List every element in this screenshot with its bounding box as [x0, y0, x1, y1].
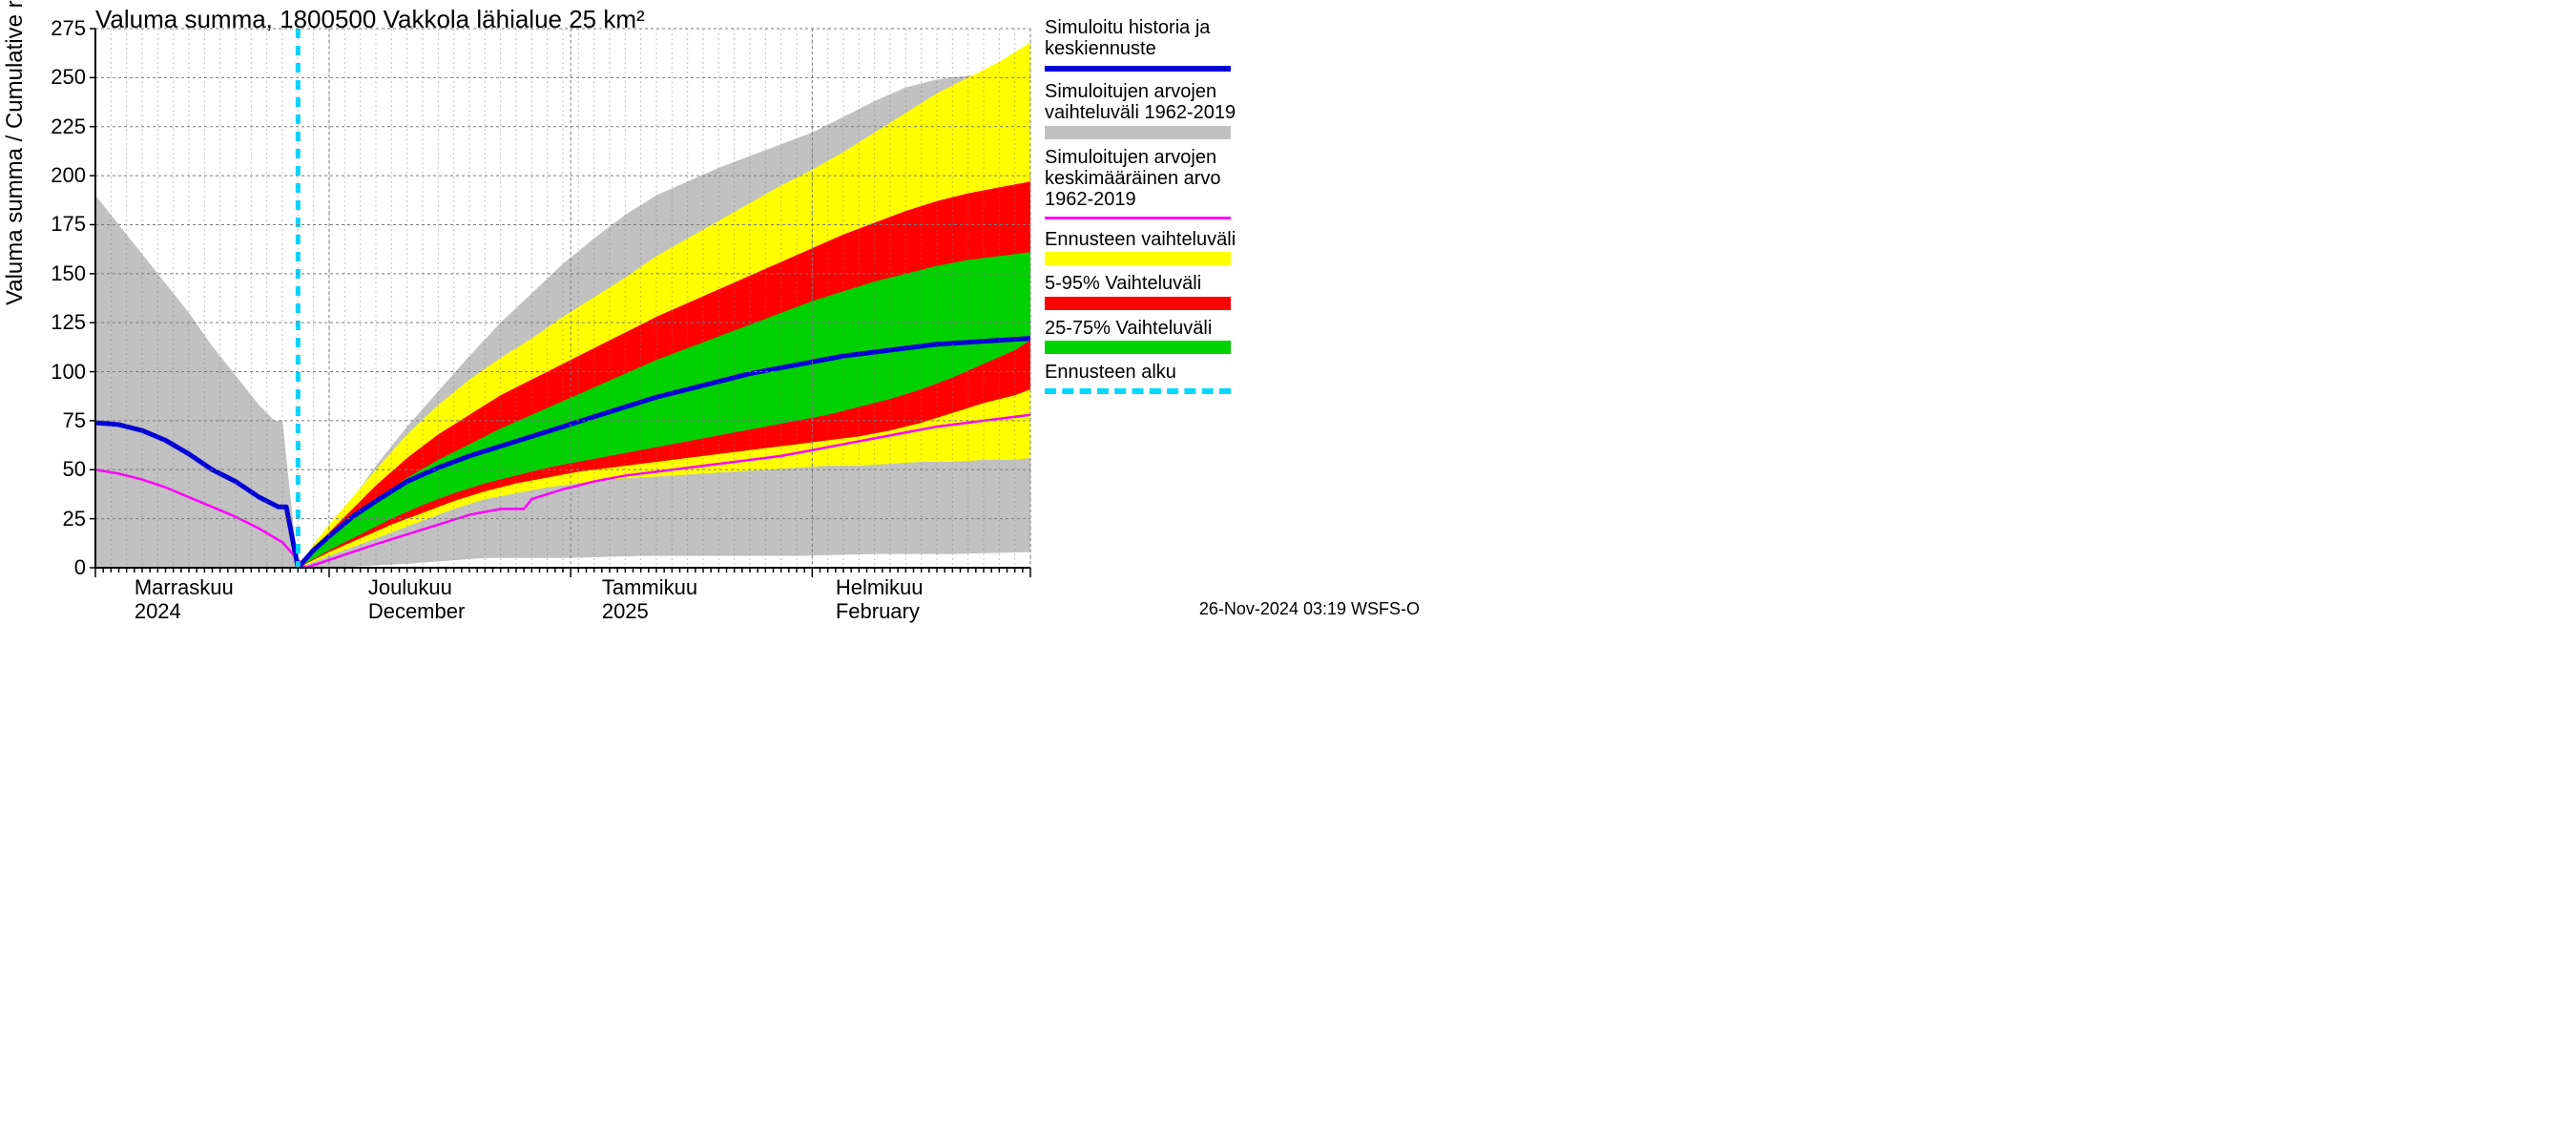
y-tick-label: 150	[51, 261, 86, 286]
legend-swatch	[1045, 126, 1231, 139]
x-month-label: Marraskuu2024	[135, 575, 234, 624]
x-month-label: JoulukuuDecember	[368, 575, 465, 624]
x-month-label: HelmikuuFebruary	[836, 575, 924, 624]
legend-entry: 5-95% Vaihteluväli	[1045, 273, 1422, 309]
chart-footer-timestamp: 26-Nov-2024 03:19 WSFS-O	[1199, 599, 1420, 619]
y-tick-label: 200	[51, 163, 86, 188]
legend-label: 5-95% Vaihteluväli	[1045, 273, 1422, 294]
legend-swatch	[1045, 341, 1231, 354]
y-tick-label: 100	[51, 360, 86, 385]
legend-label: Simuloitu historia jakeskiennuste	[1045, 17, 1422, 60]
y-tick-label: 250	[51, 65, 86, 90]
y-tick-label: 0	[74, 555, 86, 580]
legend-line	[1045, 66, 1231, 72]
legend: Simuloitu historia jakeskiennuste Simuloi…	[1045, 17, 1422, 404]
legend-entry: Simuloitu historia jakeskiennuste	[1045, 17, 1422, 72]
y-tick-label: 50	[63, 457, 86, 482]
y-tick-label: 125	[51, 310, 86, 335]
legend-label: 25-75% Vaihteluväli	[1045, 318, 1422, 339]
legend-label: Ennusteen alku	[1045, 362, 1422, 383]
y-tick-label: 175	[51, 212, 86, 237]
legend-label: Ennusteen vaihteluväli	[1045, 229, 1422, 250]
legend-swatch	[1045, 297, 1231, 310]
x-month-label: Tammikuu2025	[602, 575, 697, 624]
legend-label: Simuloitujen arvojenkeskimääräinen arvo …	[1045, 147, 1422, 211]
legend-swatch	[1045, 252, 1231, 265]
legend-entry: Simuloitujen arvojenvaihteluväli 1962-20…	[1045, 81, 1422, 139]
runoff-forecast-chart: Valuma summa, 1800500 Vakkola lähialue 2…	[0, 0, 1431, 636]
y-tick-label: 275	[51, 16, 86, 41]
legend-entry: 25-75% Vaihteluväli	[1045, 318, 1422, 354]
y-tick-label: 25	[63, 507, 86, 531]
legend-entry: Ennusteen vaihteluväli	[1045, 229, 1422, 265]
y-tick-label: 225	[51, 114, 86, 139]
legend-line	[1045, 217, 1231, 219]
legend-dashline	[1045, 388, 1231, 394]
y-tick-label: 75	[63, 408, 86, 433]
legend-entry: Ennusteen alku	[1045, 362, 1422, 394]
legend-entry: Simuloitujen arvojenkeskimääräinen arvo …	[1045, 147, 1422, 219]
legend-label: Simuloitujen arvojenvaihteluväli 1962-20…	[1045, 81, 1422, 124]
